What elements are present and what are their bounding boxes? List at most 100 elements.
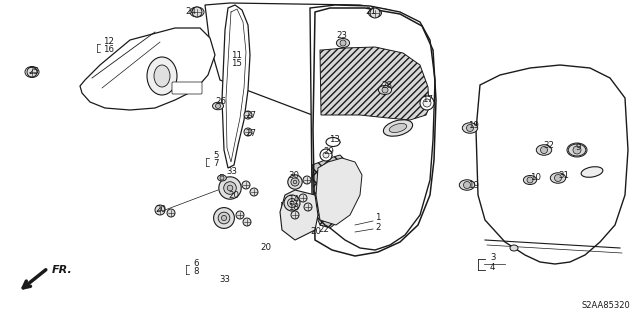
Ellipse shape	[510, 245, 518, 251]
Ellipse shape	[147, 57, 177, 95]
Text: 14: 14	[288, 196, 299, 204]
Text: 20: 20	[155, 205, 166, 214]
Text: 21: 21	[365, 8, 376, 17]
Text: 6: 6	[193, 259, 198, 269]
Text: 33: 33	[226, 167, 237, 176]
Circle shape	[527, 177, 533, 183]
Circle shape	[155, 205, 165, 215]
Circle shape	[467, 124, 474, 131]
Text: 33: 33	[219, 276, 230, 285]
Circle shape	[242, 181, 250, 189]
Text: FR.: FR.	[52, 265, 73, 275]
Ellipse shape	[568, 144, 586, 156]
Circle shape	[382, 87, 388, 93]
Text: 18: 18	[288, 204, 299, 212]
Circle shape	[284, 195, 300, 211]
Polygon shape	[80, 28, 215, 110]
Circle shape	[243, 218, 251, 226]
Circle shape	[216, 103, 221, 108]
Circle shape	[340, 40, 346, 46]
Circle shape	[290, 201, 294, 205]
Ellipse shape	[460, 180, 475, 190]
FancyBboxPatch shape	[172, 82, 202, 94]
Circle shape	[192, 7, 202, 17]
Circle shape	[167, 209, 175, 217]
Polygon shape	[316, 158, 362, 225]
Text: 30: 30	[288, 170, 299, 180]
Text: 19: 19	[468, 121, 479, 130]
Circle shape	[304, 203, 312, 211]
Ellipse shape	[524, 175, 536, 184]
Text: 23: 23	[336, 31, 347, 40]
Circle shape	[291, 178, 299, 186]
Text: 2: 2	[375, 224, 381, 233]
Circle shape	[224, 182, 236, 194]
Ellipse shape	[389, 123, 407, 132]
Ellipse shape	[337, 39, 349, 48]
Circle shape	[541, 146, 547, 153]
Text: 25: 25	[28, 68, 39, 77]
Text: 5: 5	[213, 151, 218, 160]
Text: 20: 20	[260, 243, 271, 253]
Text: 24: 24	[185, 8, 196, 17]
Circle shape	[420, 96, 434, 110]
Ellipse shape	[581, 167, 603, 177]
Text: 19: 19	[468, 181, 479, 189]
Text: 4: 4	[490, 263, 495, 272]
Text: 15: 15	[231, 58, 242, 68]
Text: 32: 32	[543, 140, 554, 150]
Text: 12: 12	[103, 38, 114, 47]
Text: 20: 20	[310, 227, 321, 236]
Circle shape	[320, 149, 332, 161]
Polygon shape	[320, 47, 429, 120]
Circle shape	[554, 174, 561, 182]
Ellipse shape	[550, 173, 566, 183]
Circle shape	[218, 212, 230, 224]
Circle shape	[220, 176, 224, 180]
Text: 10: 10	[530, 174, 541, 182]
Text: 3: 3	[490, 254, 495, 263]
Circle shape	[303, 176, 311, 184]
Circle shape	[423, 99, 431, 107]
Polygon shape	[310, 5, 435, 250]
Text: 27: 27	[245, 129, 256, 137]
Ellipse shape	[536, 145, 552, 155]
Circle shape	[299, 194, 307, 202]
Text: 17: 17	[422, 95, 433, 105]
Polygon shape	[476, 65, 628, 264]
Circle shape	[27, 67, 37, 77]
Ellipse shape	[383, 120, 413, 136]
Ellipse shape	[218, 175, 227, 181]
Circle shape	[219, 177, 241, 199]
Circle shape	[244, 128, 252, 136]
Polygon shape	[205, 3, 392, 140]
Circle shape	[293, 180, 297, 184]
Text: 16: 16	[103, 46, 114, 55]
Text: 26: 26	[215, 98, 226, 107]
Ellipse shape	[212, 102, 223, 110]
Text: 7: 7	[213, 159, 218, 167]
Text: 27: 27	[245, 110, 256, 120]
Circle shape	[463, 182, 470, 189]
Ellipse shape	[462, 123, 477, 133]
Text: 29: 29	[323, 147, 334, 157]
Polygon shape	[222, 5, 250, 168]
Text: 11: 11	[231, 50, 242, 60]
Circle shape	[288, 175, 302, 189]
Text: 20: 20	[228, 191, 239, 201]
Circle shape	[287, 198, 296, 207]
Text: 13: 13	[329, 136, 340, 145]
Text: 22: 22	[318, 226, 329, 234]
Circle shape	[214, 208, 234, 228]
Circle shape	[236, 211, 244, 219]
Polygon shape	[280, 190, 318, 240]
Circle shape	[244, 111, 252, 119]
Circle shape	[227, 185, 233, 191]
Text: 1: 1	[375, 213, 381, 222]
Circle shape	[250, 188, 258, 196]
Text: 28: 28	[381, 80, 392, 90]
Polygon shape	[312, 155, 348, 228]
Circle shape	[291, 211, 299, 219]
Circle shape	[221, 215, 227, 221]
Ellipse shape	[378, 85, 392, 94]
